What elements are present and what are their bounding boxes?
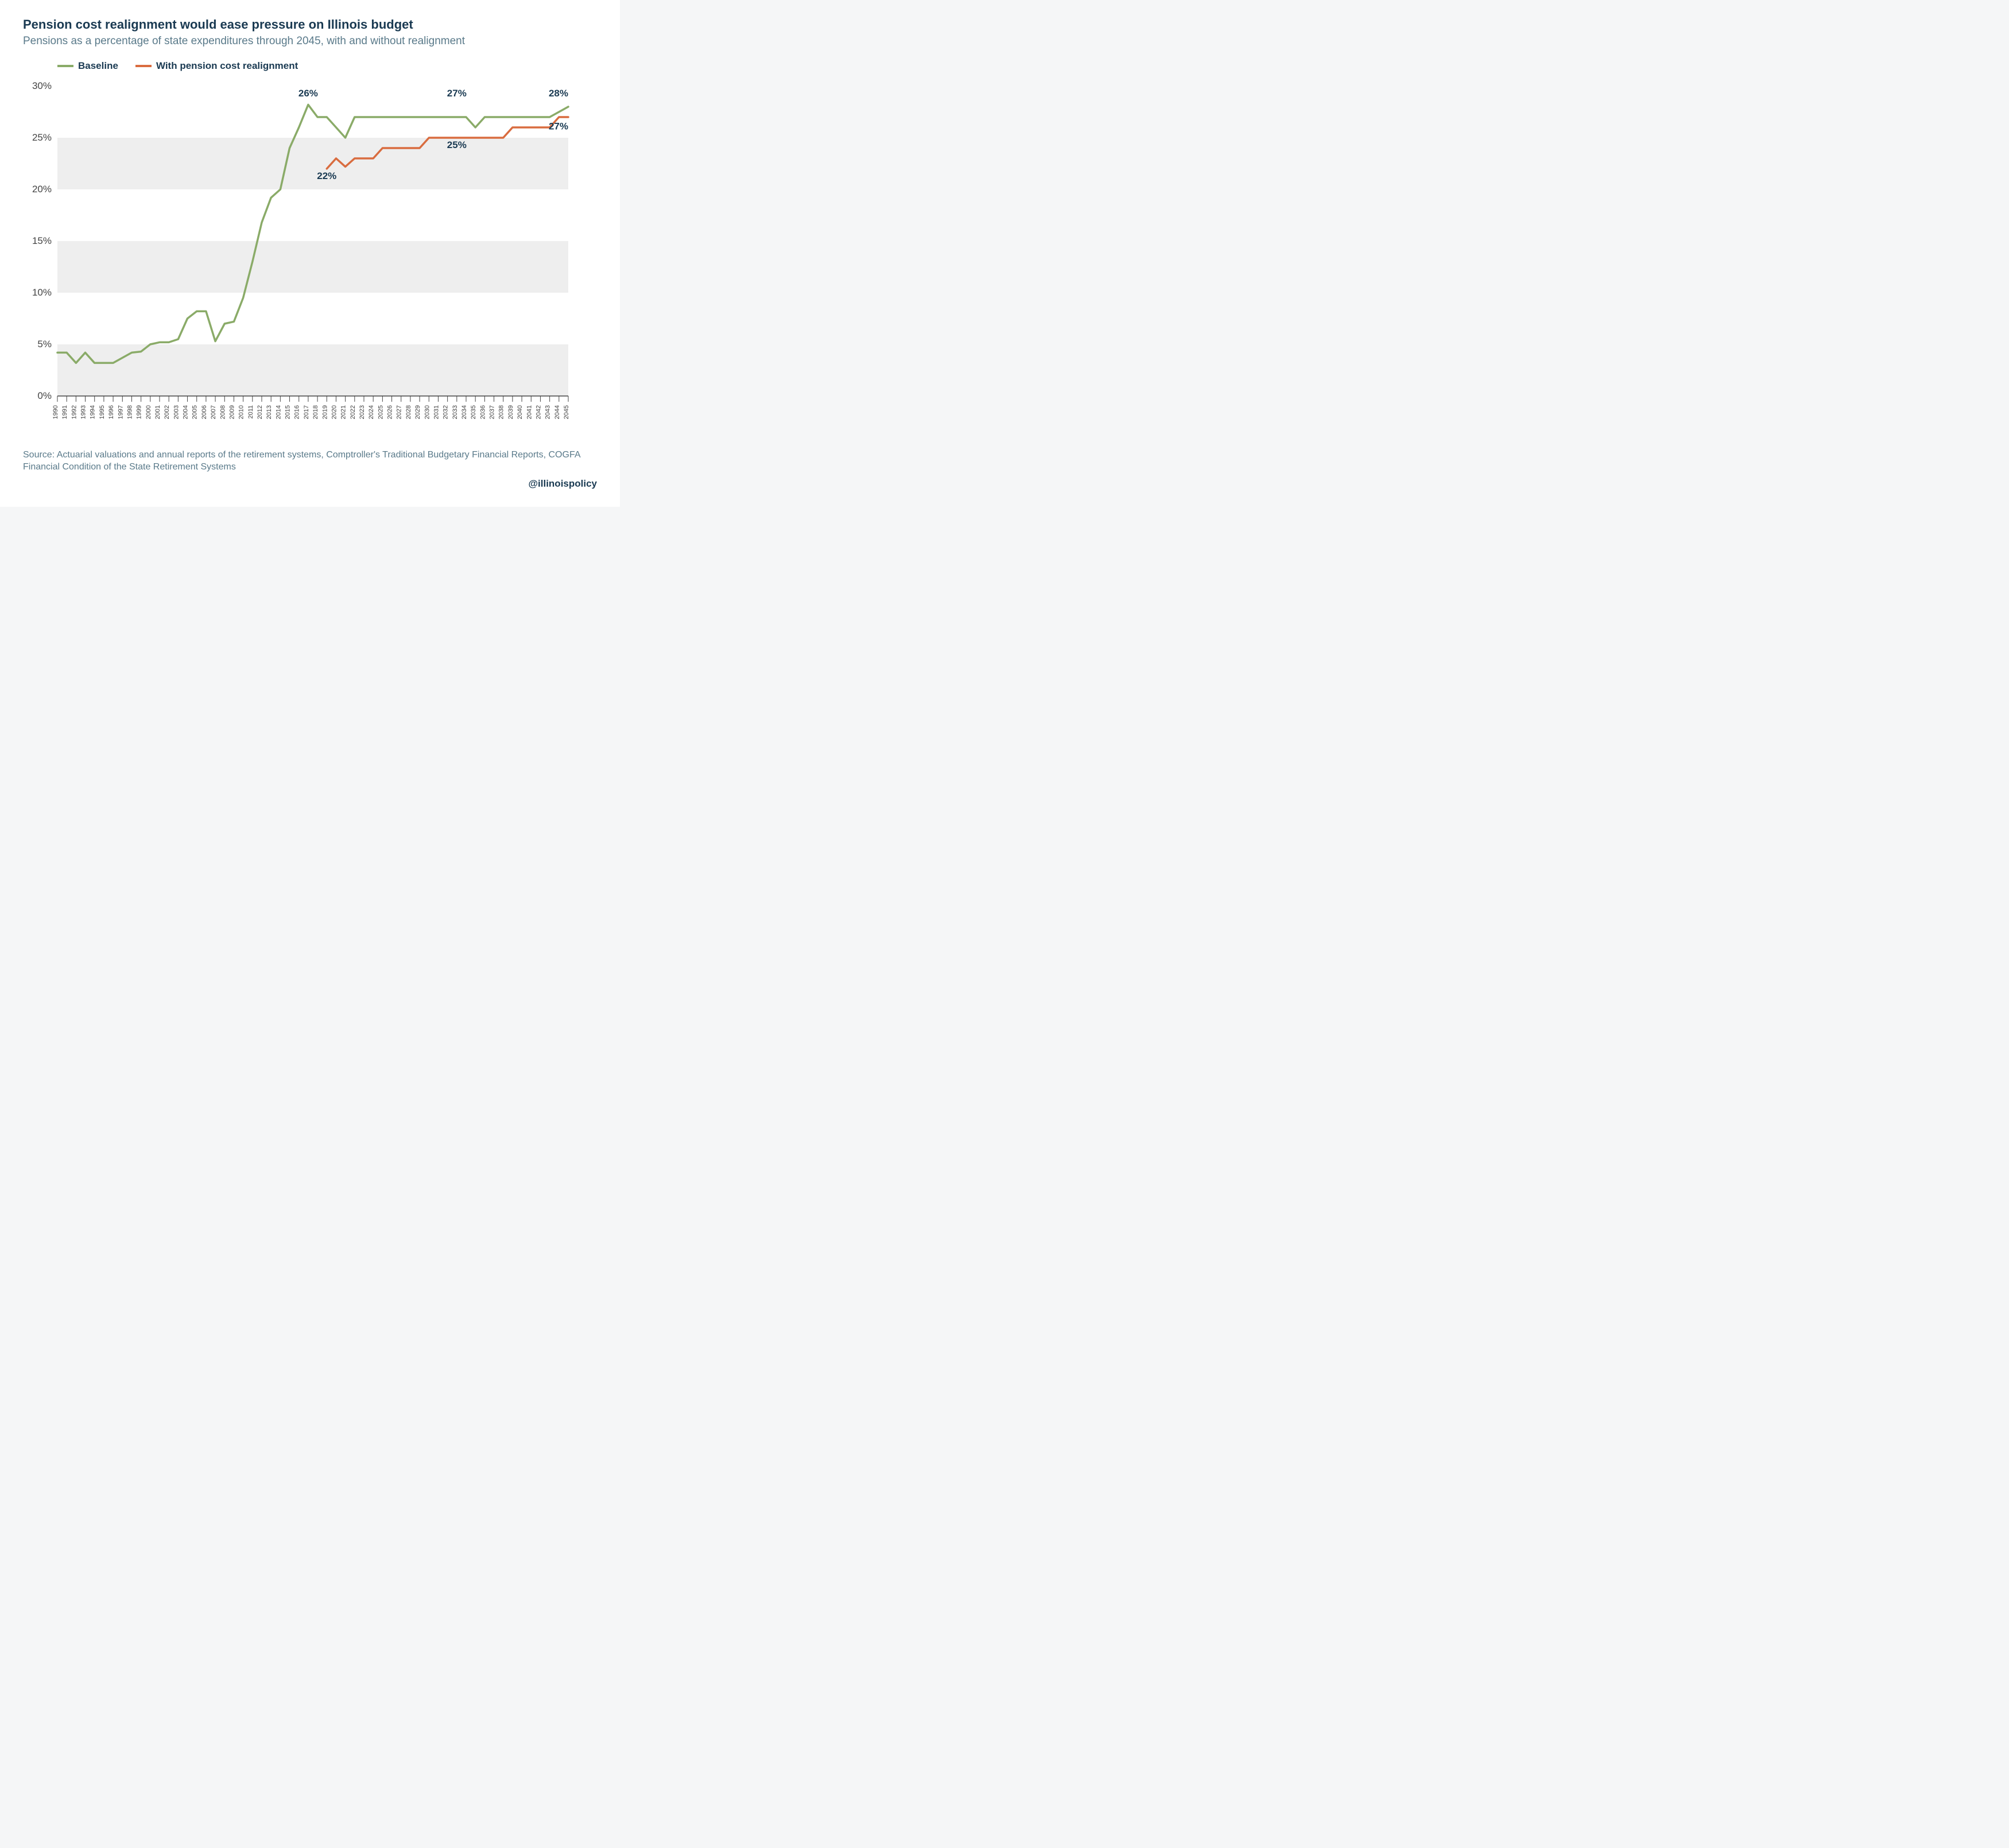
svg-text:20%: 20% (32, 184, 52, 195)
svg-text:2014: 2014 (275, 405, 282, 419)
svg-text:2002: 2002 (164, 405, 170, 419)
svg-text:2021: 2021 (340, 405, 347, 419)
svg-text:2041: 2041 (526, 405, 533, 419)
svg-text:2028: 2028 (405, 405, 412, 419)
svg-text:2005: 2005 (192, 405, 199, 419)
svg-text:2017: 2017 (303, 405, 310, 419)
svg-text:28%: 28% (549, 88, 568, 99)
svg-text:2023: 2023 (359, 405, 366, 419)
svg-text:1992: 1992 (71, 405, 77, 419)
svg-text:2000: 2000 (145, 405, 152, 419)
svg-text:2022: 2022 (350, 405, 356, 419)
svg-text:2027: 2027 (396, 405, 403, 419)
chart-svg: 0%5%10%15%20%25%30%199019911992199319941… (23, 80, 597, 436)
svg-text:2036: 2036 (479, 405, 486, 419)
svg-text:2025: 2025 (377, 405, 384, 419)
svg-text:1994: 1994 (90, 405, 96, 419)
svg-text:1996: 1996 (108, 405, 115, 419)
legend-swatch-realign (135, 65, 152, 67)
svg-text:2007: 2007 (210, 405, 217, 419)
svg-text:2024: 2024 (368, 405, 375, 419)
svg-text:2033: 2033 (452, 405, 459, 419)
svg-text:2003: 2003 (173, 405, 180, 419)
legend: Baseline With pension cost realignment (57, 60, 597, 72)
attribution-handle: @illinoispolicy (23, 478, 597, 490)
svg-text:2006: 2006 (201, 405, 208, 419)
source-text: Source: Actuarial valuations and annual … (23, 449, 597, 473)
svg-text:1993: 1993 (80, 405, 87, 419)
svg-text:22%: 22% (317, 170, 336, 181)
svg-text:2040: 2040 (517, 405, 523, 419)
svg-text:2009: 2009 (228, 405, 235, 419)
svg-text:2026: 2026 (387, 405, 394, 419)
svg-text:2037: 2037 (489, 405, 496, 419)
svg-text:1997: 1997 (117, 405, 124, 419)
svg-text:1991: 1991 (61, 405, 68, 419)
svg-text:2034: 2034 (461, 405, 468, 419)
svg-text:2016: 2016 (294, 405, 301, 419)
chart-subtitle: Pensions as a percentage of state expend… (23, 34, 597, 49)
svg-text:5%: 5% (37, 339, 52, 350)
svg-text:2008: 2008 (219, 405, 226, 419)
svg-text:2010: 2010 (238, 405, 245, 419)
svg-text:2004: 2004 (183, 405, 189, 419)
svg-text:2029: 2029 (414, 405, 421, 419)
svg-text:26%: 26% (298, 88, 318, 99)
svg-text:25%: 25% (32, 132, 52, 143)
svg-text:27%: 27% (447, 88, 467, 99)
svg-text:2012: 2012 (257, 405, 263, 419)
svg-text:2019: 2019 (321, 405, 328, 419)
svg-text:2043: 2043 (545, 405, 552, 419)
svg-text:2038: 2038 (498, 405, 505, 419)
svg-text:2015: 2015 (285, 405, 292, 419)
svg-text:2032: 2032 (443, 405, 449, 419)
svg-text:1990: 1990 (52, 405, 59, 419)
svg-text:2018: 2018 (312, 405, 319, 419)
svg-text:1995: 1995 (99, 405, 106, 419)
svg-text:2045: 2045 (563, 405, 570, 419)
legend-item-realign: With pension cost realignment (135, 60, 298, 72)
svg-text:2039: 2039 (507, 405, 514, 419)
legend-label-realign: With pension cost realignment (156, 60, 298, 72)
svg-text:2042: 2042 (535, 405, 542, 419)
chart-card: Pension cost realignment would ease pres… (0, 0, 620, 507)
svg-text:2030: 2030 (424, 405, 430, 419)
svg-text:2020: 2020 (331, 405, 338, 419)
svg-text:27%: 27% (549, 121, 568, 131)
svg-text:2031: 2031 (433, 405, 440, 419)
svg-text:0%: 0% (37, 390, 52, 401)
legend-item-baseline: Baseline (57, 60, 118, 72)
legend-swatch-baseline (57, 65, 73, 67)
svg-text:2044: 2044 (554, 405, 561, 419)
plot-area: 0%5%10%15%20%25%30%199019911992199319941… (23, 80, 597, 436)
svg-text:2001: 2001 (154, 405, 161, 419)
svg-text:30%: 30% (32, 80, 52, 91)
legend-label-baseline: Baseline (78, 60, 118, 72)
chart-title: Pension cost realignment would ease pres… (23, 17, 597, 32)
svg-text:2013: 2013 (266, 405, 273, 419)
svg-text:25%: 25% (447, 139, 467, 150)
svg-text:1998: 1998 (126, 405, 133, 419)
svg-text:15%: 15% (32, 235, 52, 246)
svg-text:2011: 2011 (247, 405, 254, 419)
svg-text:1999: 1999 (136, 405, 143, 419)
svg-text:10%: 10% (32, 287, 52, 298)
svg-text:2035: 2035 (470, 405, 477, 419)
